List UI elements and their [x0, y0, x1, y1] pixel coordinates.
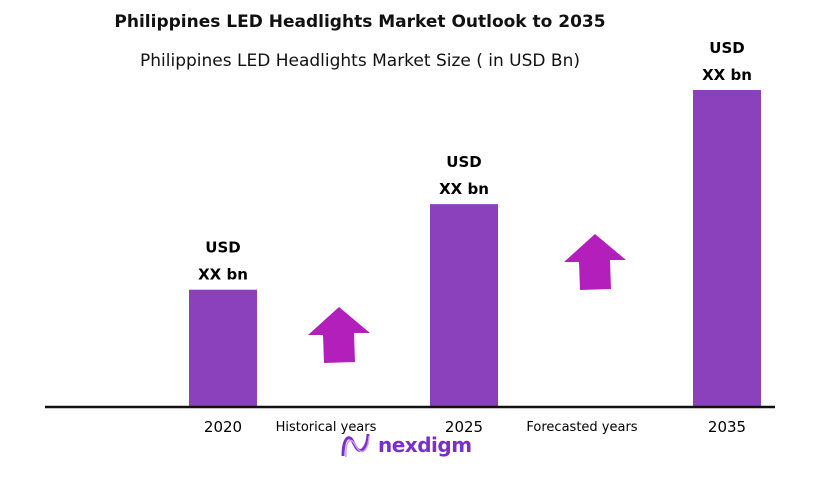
data-label-value: XX bn — [702, 66, 752, 84]
logo-text: nexdigm — [378, 433, 472, 457]
chart-subtitle: Philippines LED Headlights Market Size (… — [140, 51, 580, 71]
data-label-value: XX bn — [198, 266, 248, 284]
period-label: Forecasted years — [526, 420, 637, 435]
x-tick-label: 2020 — [204, 418, 242, 436]
data-label-currency: USD — [205, 239, 240, 257]
data-label-currency: USD — [446, 153, 481, 171]
logo-wave-icon — [341, 433, 370, 458]
bar-2035 — [693, 90, 761, 407]
bar-2025 — [430, 204, 498, 407]
period-label: Historical years — [276, 420, 377, 435]
growth-arrow-icon — [564, 234, 626, 290]
data-label-value: XX bn — [439, 180, 489, 198]
bar-2020 — [189, 289, 257, 407]
chart-title: Philippines LED Headlights Market Outloo… — [114, 12, 606, 32]
x-tick-label: 2025 — [445, 418, 483, 436]
data-label-currency: USD — [709, 39, 744, 57]
nexdigm-logo: nexdigm — [340, 430, 472, 460]
growth-arrow-icon — [308, 307, 370, 363]
x-tick-label: 2035 — [708, 418, 746, 436]
